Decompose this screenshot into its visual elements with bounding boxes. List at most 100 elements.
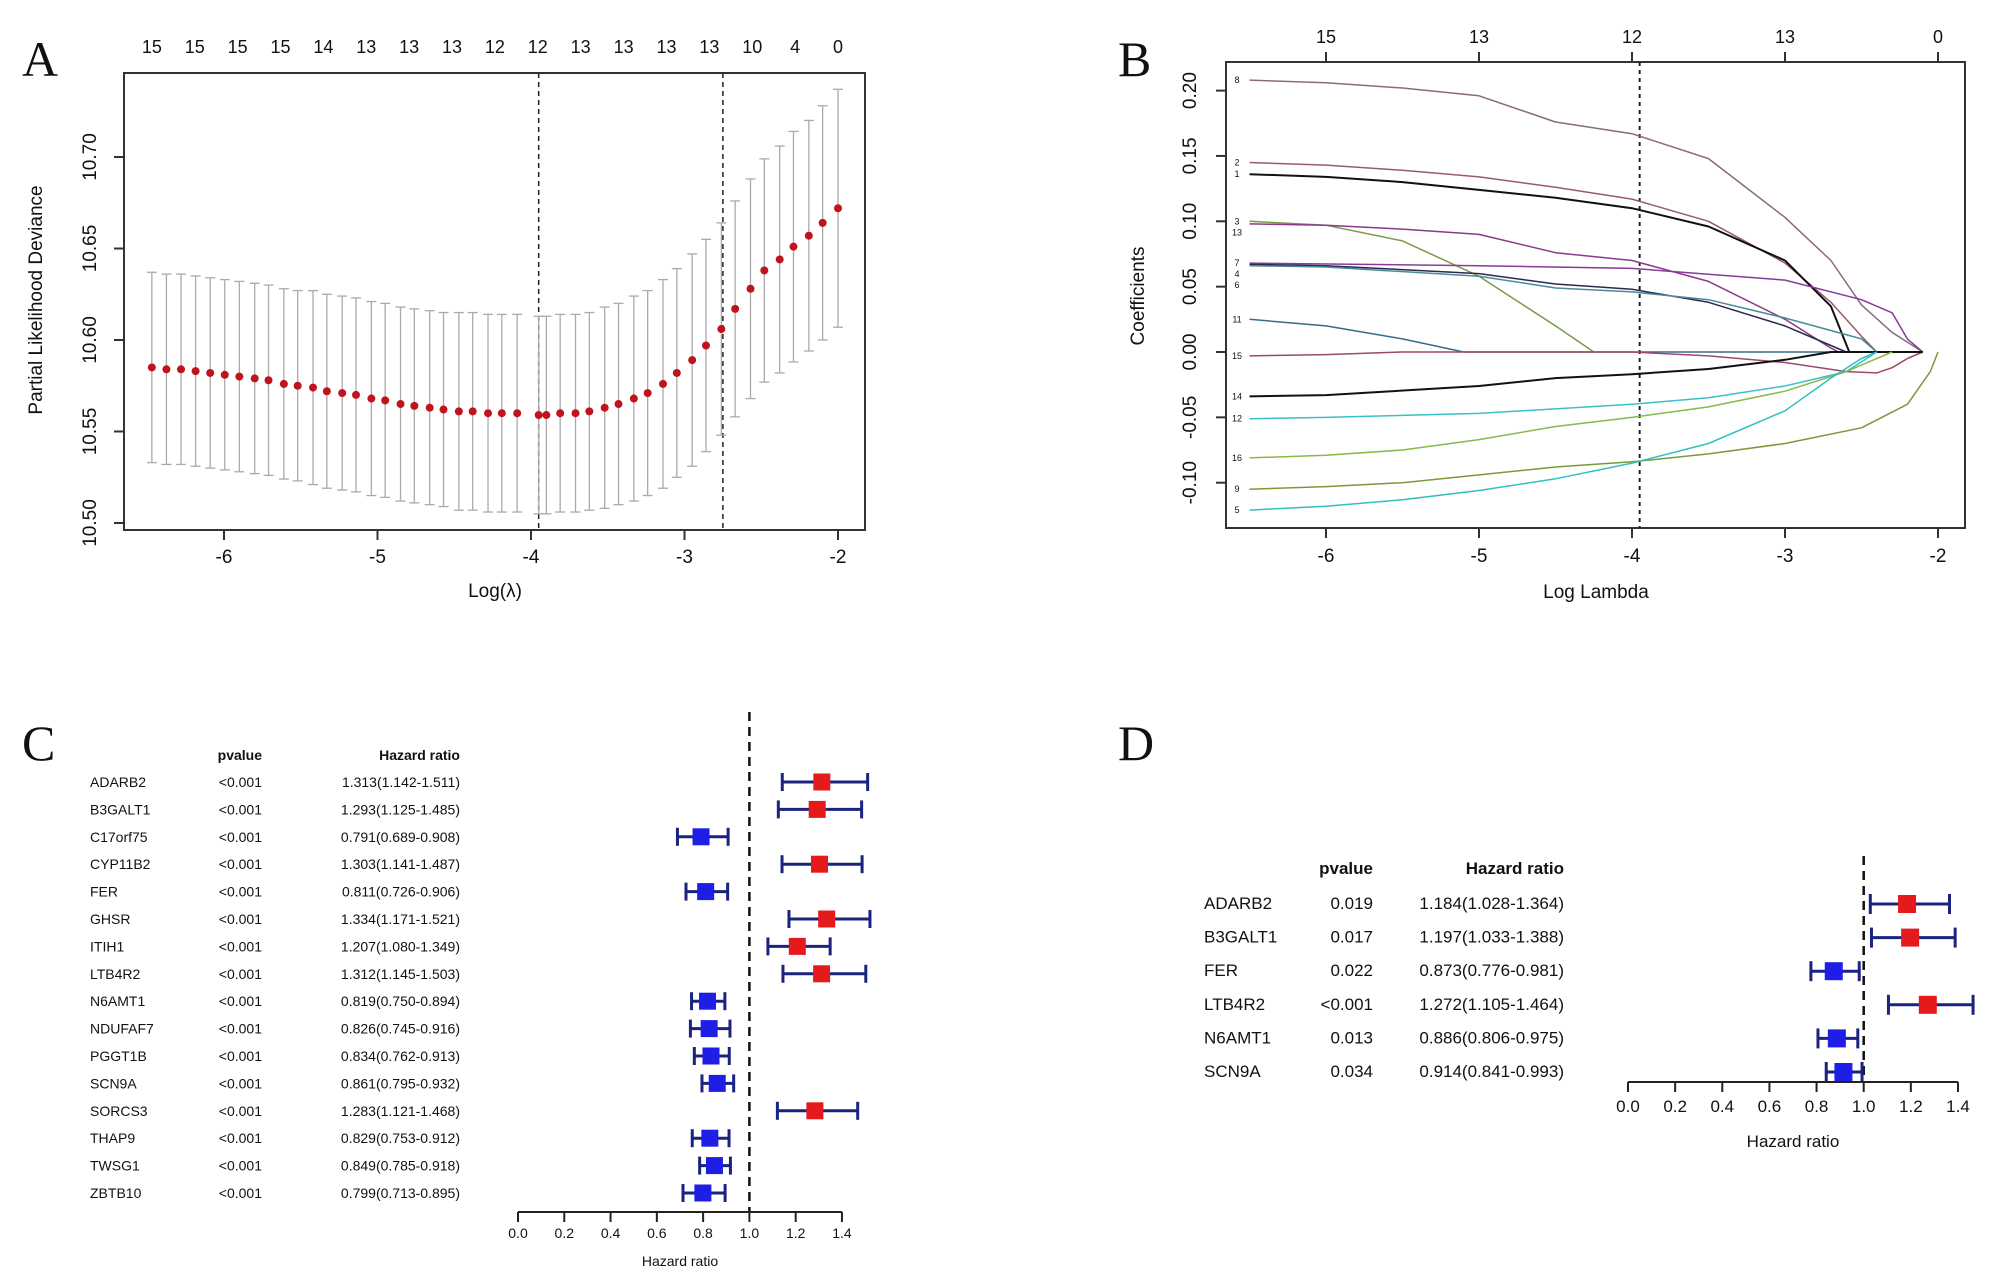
data-point [410, 401, 419, 410]
data-point [206, 368, 215, 377]
hazard-ratio-cell: 1.313(1.142-1.511) [342, 774, 460, 790]
data-point [396, 400, 405, 409]
path-label: 12 [1232, 414, 1242, 424]
data-point [614, 400, 623, 409]
top-count-label: 15 [228, 37, 248, 57]
hazard-ratio-cell: 1.293(1.125-1.485) [341, 801, 460, 817]
hazard-ratio-cell: 1.197(1.033-1.388) [1419, 928, 1564, 947]
top-count-label: 12 [528, 37, 548, 57]
x-axis-label: Log Lambda [1543, 582, 1649, 603]
hazard-ratio-marker [788, 937, 806, 955]
x-tick-label: 0.2 [555, 1225, 575, 1241]
gene-label: ADARB2 [90, 774, 146, 790]
top-count-label: 12 [1622, 27, 1642, 47]
y-tick-label: 0.20 [1180, 72, 1201, 109]
hazard-ratio-cell: 0.829(0.753-0.912) [341, 1130, 460, 1146]
gene-label: LTB4R2 [1204, 995, 1265, 1014]
y-tick-label: 10.55 [80, 408, 101, 456]
x-tick-label: -5 [369, 547, 386, 568]
hazard-ratio-cell: 0.791(0.689-0.908) [341, 829, 460, 845]
data-point [352, 390, 361, 399]
hazard-ratio-marker [705, 1157, 723, 1175]
hazard-ratio-marker [694, 1184, 712, 1202]
gene-label: NDUFAF7 [90, 1021, 154, 1037]
x-tick-label: 0.6 [647, 1225, 667, 1241]
pvalue-cell: <0.001 [219, 911, 262, 927]
x-tick-label: -3 [1777, 546, 1794, 567]
gene-label: SCN9A [90, 1075, 137, 1091]
hazard-ratio-cell: 1.207(1.080-1.349) [341, 938, 460, 954]
top-count-label: 13 [399, 37, 419, 57]
coefficient-path-2 [1249, 161, 1878, 353]
data-point [534, 411, 543, 420]
top-count-label: 13 [1469, 27, 1489, 47]
coefficient-path-13 [1249, 223, 1839, 353]
gene-label: THAP9 [90, 1130, 135, 1146]
pvalue-cell: <0.001 [219, 884, 262, 900]
data-point [293, 381, 302, 390]
path-label: 1 [1234, 169, 1239, 179]
top-count-label: 15 [1316, 27, 1336, 47]
coefficient-path-7 [1249, 262, 1924, 353]
top-count-label: 13 [356, 37, 376, 57]
data-point [804, 231, 813, 240]
hazard-ratio-cell: 0.886(0.806-0.975) [1419, 1028, 1564, 1047]
path-label: 13 [1232, 227, 1242, 237]
data-point [235, 372, 244, 381]
coefficient-path-9 [1249, 351, 1939, 490]
gene-label: C17orf75 [90, 829, 148, 845]
path-label: 15 [1232, 351, 1242, 361]
x-tick-label: 1.4 [832, 1225, 852, 1241]
top-count-label: 13 [614, 37, 634, 57]
path-label: 6 [1234, 280, 1239, 290]
hazard-ratio-cell: 1.283(1.121-1.468) [341, 1103, 460, 1119]
x-tick-label: 1.2 [1899, 1097, 1923, 1116]
hazard-ratio-marker [1898, 895, 1917, 913]
x-tick-label: 0.4 [601, 1225, 621, 1241]
data-point [191, 367, 200, 376]
plot-frame [1225, 61, 1966, 529]
coefficient-path-4 [1249, 263, 1847, 353]
coefficient-path-6 [1249, 264, 1878, 353]
pvalue-cell: 0.034 [1330, 1062, 1373, 1081]
pvalue-cell: 0.019 [1330, 894, 1373, 913]
x-tick-label: 0.6 [1758, 1097, 1782, 1116]
hazard-ratio-marker [692, 828, 710, 846]
x-tick-label: -2 [1930, 546, 1947, 567]
x-tick-label: 1.0 [740, 1225, 760, 1241]
x-tick-label: -6 [216, 547, 233, 568]
data-point [775, 255, 784, 264]
hazard-ratio-marker [811, 855, 829, 873]
data-point [381, 396, 390, 405]
path-label: 16 [1232, 453, 1242, 463]
data-point [818, 218, 827, 227]
gene-label: LTB4R2 [90, 966, 141, 982]
data-point [789, 242, 798, 251]
coefficient-path-16 [1249, 351, 1893, 459]
pvalue-cell: <0.001 [219, 1021, 262, 1037]
hazard-ratio-marker [1824, 962, 1843, 981]
panel-a-cv-deviance-plot: A -6 -5 -4 -3 -2 10.50 10.55 10.60 10.65 10.70 Log… [22, 31, 866, 602]
hazard-ratio-cell: 0.826(0.745-0.916) [341, 1021, 460, 1037]
coefficient-path-15 [1249, 351, 1923, 374]
data-point [250, 374, 259, 383]
data-point [513, 409, 522, 418]
x-tick-label: -4 [523, 547, 540, 568]
data-point [701, 341, 710, 350]
data-point [468, 407, 477, 416]
path-label: 5 [1234, 505, 1239, 515]
x-axis-label: Log(λ) [468, 581, 522, 602]
panel-letter-c: C [22, 715, 55, 771]
top-count-label: 0 [833, 37, 843, 57]
data-point [585, 407, 594, 416]
gene-label: ZBTB10 [90, 1185, 142, 1201]
pvalue-cell: <0.001 [1321, 995, 1373, 1014]
hazard-ratio-marker [1827, 1029, 1846, 1048]
x-tick-label: 0.8 [1805, 1097, 1829, 1116]
hazard-ratio-cell: 1.334(1.171-1.521) [341, 911, 460, 927]
hazard-ratio-marker [701, 1129, 719, 1147]
data-point [542, 411, 551, 420]
x-tick-label: -5 [1471, 546, 1488, 567]
x-tick-label: -4 [1624, 546, 1641, 567]
gene-label: B3GALT1 [1204, 928, 1277, 947]
